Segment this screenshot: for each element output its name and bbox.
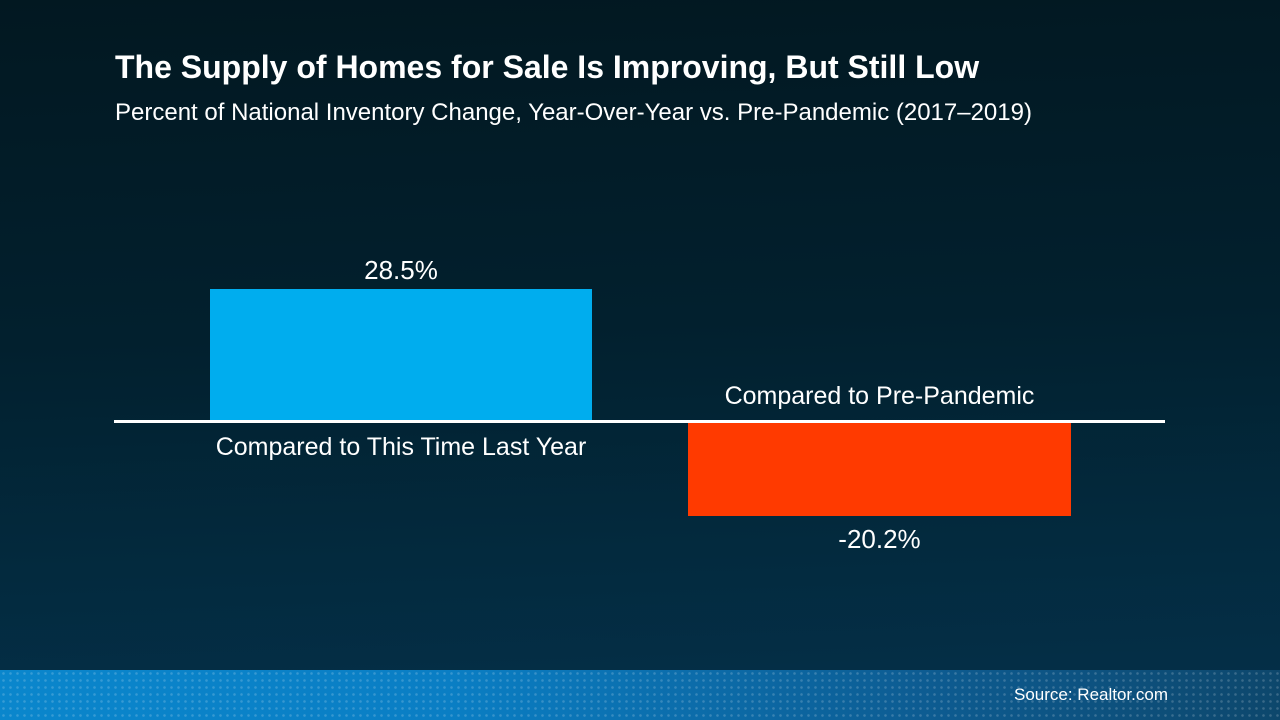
- bar-compared-to-last-year: [210, 289, 592, 420]
- chart-subtitle: Percent of National Inventory Change, Ye…: [115, 99, 1032, 126]
- footer-bar: Source: Realtor.com: [0, 670, 1280, 720]
- category-label-last-year: Compared to This Time Last Year: [215, 433, 587, 461]
- source-text: Source: Realtor.com: [1013, 685, 1168, 704]
- value-label-last-year: 28.5%: [364, 255, 438, 285]
- bar-chart: 28.5% Compared to This Time Last Year Co…: [114, 255, 1165, 554]
- x-axis-line: [114, 420, 1165, 423]
- category-label-pre-pandemic: Compared to Pre-Pandemic: [724, 382, 1035, 410]
- value-label-pre-pandemic: -20.2%: [838, 524, 921, 554]
- bar-compared-to-pre-pandemic: [688, 423, 1071, 516]
- chart-title: The Supply of Homes for Sale Is Improvin…: [115, 49, 980, 85]
